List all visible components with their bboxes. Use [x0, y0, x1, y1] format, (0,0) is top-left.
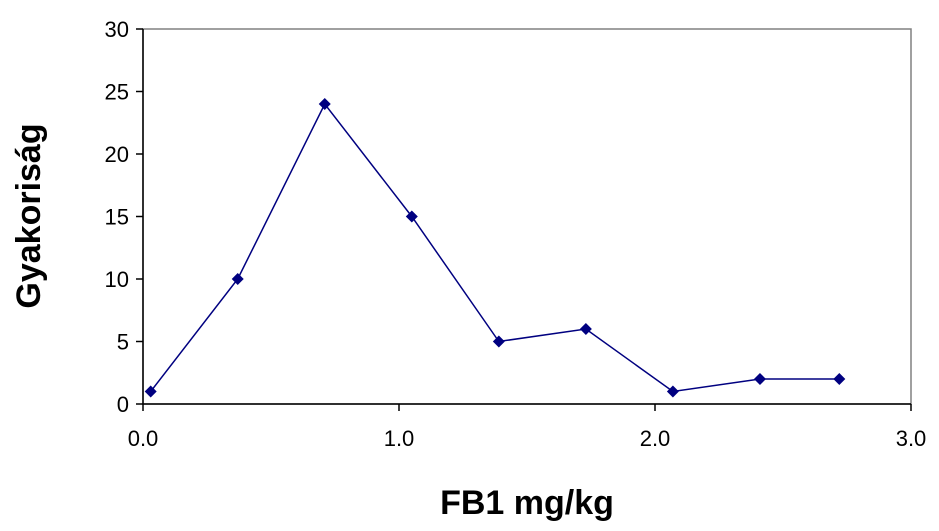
y-tick-label: 20 — [105, 142, 129, 167]
data-point — [318, 98, 331, 110]
x-axis-ticks: 0.0 1.0 2.0 3.0 — [128, 404, 927, 451]
x-tick-label: 3.0 — [896, 426, 927, 451]
x-axis-title: FB1 mg/kg — [440, 484, 614, 522]
y-axis-ticks: 0 5 10 15 20 25 30 — [105, 17, 143, 417]
data-point — [579, 323, 592, 335]
data-point — [231, 273, 244, 285]
data-point — [753, 373, 766, 385]
data-point — [492, 335, 505, 348]
data-point — [666, 385, 679, 398]
data-point — [144, 385, 157, 398]
x-tick-label: 0.0 — [128, 426, 159, 451]
series-layer — [144, 98, 846, 398]
plot-area — [142, 28, 912, 405]
y-tick-label: 5 — [117, 330, 129, 355]
y-tick-label: 30 — [105, 17, 129, 42]
x-tick-label: 1.0 — [384, 426, 415, 451]
y-tick-label: 25 — [105, 80, 129, 105]
x-tick-label: 2.0 — [640, 426, 671, 451]
y-tick-label: 0 — [117, 392, 129, 417]
y-tick-label: 10 — [105, 267, 129, 292]
y-tick-label: 15 — [105, 205, 129, 230]
data-point — [405, 210, 418, 223]
y-axis-title: Gyakoriság — [10, 123, 48, 308]
data-point — [833, 373, 846, 385]
